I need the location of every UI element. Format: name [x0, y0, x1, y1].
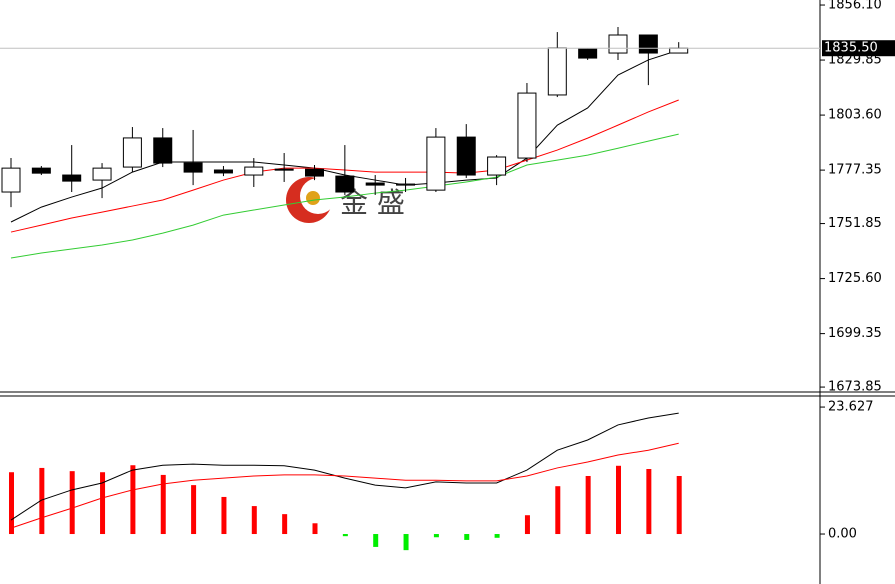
- y-tick-label: 1829.85: [828, 53, 882, 68]
- indicator-line: [10, 412, 679, 521]
- candle-body: [578, 48, 598, 59]
- macd-bar: [524, 515, 530, 535]
- candle-body: [122, 137, 142, 168]
- logo: [286, 177, 336, 223]
- candle-body: [305, 168, 324, 177]
- macd-bar: [312, 523, 318, 535]
- y-tick-label: 1777.35: [828, 163, 882, 178]
- macd-bar: [494, 534, 500, 538]
- macd-bar: [555, 486, 561, 535]
- y-tick-label: 1673.85: [828, 380, 882, 395]
- macd-bar: [39, 467, 45, 535]
- y-tick-label: 1803.60: [828, 108, 882, 123]
- candle-body: [335, 175, 355, 193]
- indicator-line: [10, 133, 679, 259]
- y-tick-label: 1751.85: [828, 216, 882, 231]
- candle-body: [517, 92, 537, 159]
- macd-bar: [676, 475, 682, 535]
- macd-bar: [282, 514, 288, 535]
- y-tick-label: 1856.10: [828, 0, 882, 13]
- candle-body: [213, 169, 233, 174]
- macd-bar: [9, 472, 14, 535]
- macd-bar: [191, 485, 197, 535]
- candle-body: [547, 47, 567, 96]
- indicator-line: [10, 442, 679, 529]
- macd-bar: [403, 534, 409, 551]
- macd-bar: [221, 496, 227, 535]
- macd-bar: [616, 465, 621, 535]
- candle-body: [62, 174, 82, 182]
- macd-bar: [342, 534, 348, 537]
- candle-body: [426, 136, 446, 191]
- candle-body: [608, 34, 628, 54]
- y-tick-label: 1725.60: [828, 271, 882, 286]
- macd-bar: [160, 474, 166, 535]
- macd-bar: [373, 534, 379, 547]
- last-price-box: [822, 40, 895, 57]
- macd-bar: [585, 475, 591, 535]
- candle-body: [92, 167, 112, 181]
- macd-bar: [433, 534, 439, 538]
- candle-body: [456, 136, 476, 176]
- y-tick-label: 0.00: [828, 527, 857, 542]
- last-price-label: 1835.50: [824, 41, 878, 56]
- candle-body: [669, 47, 689, 54]
- candle-body: [396, 183, 416, 186]
- macd-bar: [100, 472, 106, 535]
- macd-bar: [646, 469, 652, 535]
- candle-body: [1, 167, 21, 193]
- candle-body: [183, 162, 203, 173]
- macd-bar: [464, 534, 470, 540]
- candle-body: [487, 156, 507, 176]
- y-tick-label: 1699.35: [828, 326, 882, 341]
- candle-body: [244, 166, 264, 176]
- candle-body: [365, 182, 385, 186]
- macd-bar: [130, 465, 136, 535]
- macd-bar: [69, 471, 75, 535]
- y-tick-label: 23.627: [828, 400, 874, 415]
- candle-body: [153, 137, 173, 164]
- macd-bar: [251, 506, 257, 535]
- candle-body: [274, 168, 294, 171]
- candle-body: [638, 34, 658, 54]
- candle-body: [31, 167, 51, 174]
